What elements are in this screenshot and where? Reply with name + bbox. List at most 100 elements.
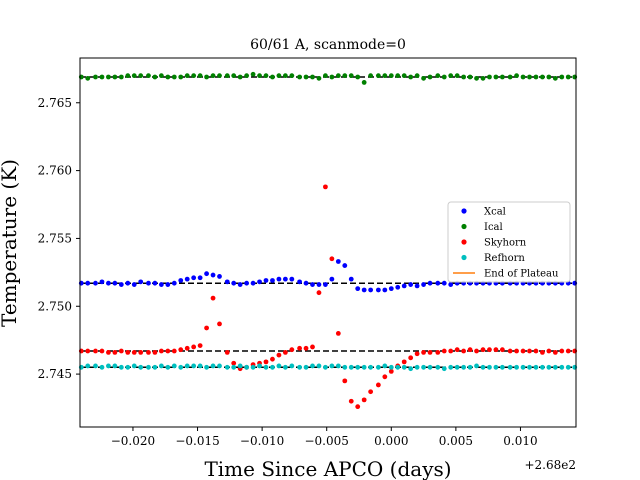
skyhorn-point bbox=[540, 349, 545, 355]
skyhorn-point bbox=[131, 349, 137, 355]
refhorn-point bbox=[435, 364, 441, 370]
x-axis-label: Time Since APCO (days) bbox=[204, 457, 451, 480]
refhorn-point bbox=[441, 366, 447, 372]
xcal-point bbox=[93, 280, 98, 286]
ical-point bbox=[454, 73, 460, 79]
ical-point bbox=[514, 73, 519, 79]
refhorn-point bbox=[474, 363, 479, 369]
ical-point bbox=[388, 73, 394, 79]
ical-point bbox=[427, 74, 433, 80]
skyhorn-point bbox=[263, 359, 269, 365]
legend-label: Skyhorn bbox=[484, 238, 527, 249]
skyhorn-point bbox=[297, 345, 302, 351]
ical-point bbox=[401, 73, 407, 79]
xcal-point bbox=[165, 282, 171, 287]
refhorn-point bbox=[414, 364, 420, 370]
xcal-point bbox=[388, 286, 394, 292]
xcal-point bbox=[210, 272, 216, 278]
refhorn-point bbox=[329, 363, 335, 369]
refhorn-point bbox=[106, 363, 111, 369]
skyhorn-point bbox=[527, 348, 532, 354]
skyhorn-point bbox=[106, 349, 111, 355]
y-axis-label: Temperature (K) bbox=[0, 159, 21, 327]
xcal-point bbox=[316, 282, 322, 287]
ical-point bbox=[289, 73, 295, 79]
refhorn-point bbox=[224, 364, 230, 370]
legend-label: Refhorn bbox=[484, 253, 525, 264]
refhorn-point bbox=[427, 364, 433, 370]
xcal-point bbox=[257, 279, 262, 285]
skyhorn-point bbox=[514, 348, 519, 354]
xcal-point bbox=[408, 282, 414, 287]
skyhorn-point bbox=[316, 290, 322, 296]
legend-label: Ical bbox=[484, 222, 503, 233]
skyhorn-point bbox=[171, 348, 177, 354]
x-tick-label: 0.010 bbox=[503, 434, 537, 448]
skyhorn-point bbox=[414, 351, 420, 357]
skyhorn-point bbox=[303, 345, 309, 351]
ical-point bbox=[493, 74, 499, 80]
skyhorn-point bbox=[276, 352, 282, 358]
ical-point bbox=[499, 74, 505, 80]
ical-point bbox=[237, 74, 243, 80]
ical-point bbox=[224, 73, 230, 79]
legend-swatch bbox=[461, 223, 467, 230]
x-tick-label: 0.005 bbox=[439, 434, 473, 448]
xcal-point bbox=[197, 275, 203, 281]
ical-point bbox=[204, 74, 209, 80]
ical-point bbox=[210, 73, 216, 79]
refhorn-point bbox=[493, 364, 499, 370]
chart-title: 60/61 A, scanmode=0 bbox=[250, 37, 406, 53]
skyhorn-point bbox=[388, 368, 394, 374]
ical-point bbox=[520, 74, 526, 80]
refhorn-point bbox=[297, 364, 302, 370]
refhorn-point bbox=[533, 364, 539, 370]
skyhorn-point bbox=[520, 348, 526, 354]
skyhorn-point bbox=[454, 347, 460, 353]
ical-point bbox=[131, 73, 137, 79]
ical-point bbox=[191, 73, 197, 79]
refhorn-point bbox=[375, 364, 381, 370]
xcal-point bbox=[125, 280, 131, 286]
ical-point bbox=[533, 74, 539, 80]
refhorn-point bbox=[99, 364, 105, 370]
ical-point bbox=[158, 73, 164, 79]
refhorn-point bbox=[454, 364, 460, 370]
xcal-point bbox=[99, 279, 105, 285]
refhorn-point bbox=[93, 363, 98, 369]
ical-point bbox=[310, 74, 315, 80]
ical-point bbox=[118, 74, 124, 80]
skyhorn-point bbox=[375, 382, 381, 388]
ical-point bbox=[565, 74, 571, 80]
refhorn-point bbox=[146, 364, 151, 370]
ical-point bbox=[171, 74, 177, 80]
ical-point bbox=[152, 74, 158, 80]
ical-point bbox=[303, 74, 309, 80]
refhorn-point bbox=[540, 364, 545, 370]
skyhorn-point bbox=[165, 348, 171, 354]
skyhorn-point bbox=[125, 349, 131, 355]
refhorn-point bbox=[244, 364, 250, 370]
ical-point bbox=[316, 75, 322, 81]
refhorn-point bbox=[270, 364, 275, 370]
skyhorn-point bbox=[112, 349, 118, 355]
ical-point bbox=[461, 74, 467, 80]
y-tick-label: 2.755 bbox=[38, 231, 72, 245]
skyhorn-point bbox=[191, 344, 197, 350]
xcal-point bbox=[414, 283, 420, 289]
xcal-point bbox=[297, 279, 302, 285]
y-tick-label: 2.750 bbox=[38, 299, 72, 313]
refhorn-point bbox=[527, 364, 532, 370]
xcal-point bbox=[158, 282, 164, 287]
ical-point bbox=[467, 74, 473, 80]
skyhorn-point bbox=[158, 348, 164, 354]
skyhorn-point bbox=[368, 389, 374, 395]
y-tick-label: 2.760 bbox=[38, 164, 72, 178]
refhorn-point bbox=[565, 364, 571, 370]
xcal-point bbox=[250, 280, 256, 286]
ical-point bbox=[335, 73, 341, 79]
refhorn-point bbox=[310, 363, 315, 369]
refhorn-point bbox=[250, 364, 256, 370]
ical-point bbox=[146, 73, 151, 79]
ical-point bbox=[361, 80, 367, 85]
